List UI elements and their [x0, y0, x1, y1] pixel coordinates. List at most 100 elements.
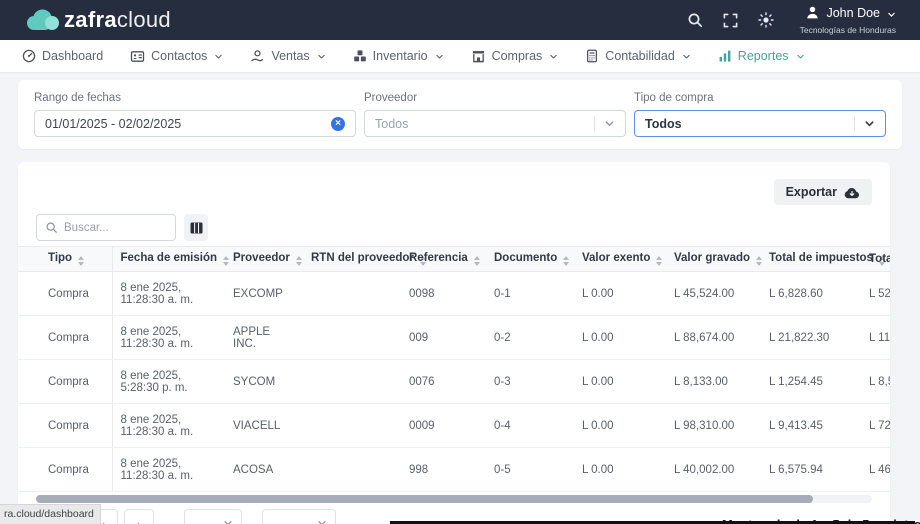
inventory-icon	[353, 49, 367, 63]
nav-item-ventas[interactable]: Ventas	[250, 49, 325, 64]
fullscreen-icon[interactable]	[723, 13, 738, 28]
cell-valor-exento: L 0.00	[574, 316, 666, 360]
horizontal-scrollbar-thumb[interactable]	[36, 495, 813, 503]
cell-valor-exento: L 0.00	[574, 360, 666, 404]
provider-value: Todos	[375, 117, 408, 131]
nav-item-inventario[interactable]: Inventario	[353, 49, 444, 63]
table-scroll-area: Tipo Fecha de emisión Proveedor RTN del …	[18, 246, 890, 492]
col-header-total-impuestos[interactable]: Total de impuestos	[761, 247, 861, 272]
sort-icon[interactable]	[223, 256, 229, 266]
cell-valor-gravado: L 88,674.00	[666, 316, 761, 360]
cell-documento: 0-2	[486, 316, 574, 360]
nav-label: Dashboard	[42, 49, 103, 63]
table-row[interactable]: Compra 8 ene 2025, 11:28:30 a. m. APPLE …	[18, 316, 890, 360]
table-row[interactable]: Compra 8 ene 2025, 5:28:30 p. m. SYCOM 0…	[18, 360, 890, 404]
clear-date-icon[interactable]: ×	[331, 117, 345, 131]
table-header-row: Tipo Fecha de emisión Proveedor RTN del …	[18, 247, 890, 272]
nav-item-contabilidad[interactable]: Contabilidad	[585, 49, 691, 63]
nav-item-contactos[interactable]: Contactos	[130, 49, 223, 64]
nav-label: Compras	[492, 49, 543, 63]
col-header-valor-exento[interactable]: Valor exento	[574, 247, 666, 272]
chevron-down-icon	[435, 52, 444, 61]
pagination-page-size-select[interactable]	[262, 509, 336, 524]
cloud-logo-icon	[24, 8, 60, 32]
theme-toggle-icon[interactable]	[758, 12, 774, 28]
cell-total-impuestos: L 1,254.45	[761, 360, 861, 404]
contacts-icon	[130, 49, 145, 64]
export-label: Exportar	[786, 185, 837, 199]
col-header-documento[interactable]: Documento	[486, 247, 574, 272]
brand-logo[interactable]: zafracloud	[24, 7, 171, 33]
cell-total: L 72,16	[861, 404, 890, 448]
topbar-actions: John Doe Tecnologías de Honduras	[687, 5, 896, 35]
cell-valor-gravado: L 8,133.00	[666, 360, 761, 404]
sort-icon[interactable]	[756, 256, 762, 266]
cell-valor-exento: L 0.00	[574, 404, 666, 448]
pagination-page-select[interactable]	[184, 509, 242, 524]
cell-total-impuestos: L 21,822.30	[761, 316, 861, 360]
brand-name-light: cloud	[117, 7, 171, 32]
search-icon[interactable]	[687, 12, 703, 28]
col-header-proveedor[interactable]: Proveedor	[225, 247, 303, 272]
cell-tipo: Compra	[18, 316, 112, 360]
nav-label: Ventas	[271, 49, 309, 63]
cell-total-impuestos: L 6,575.94	[761, 448, 861, 492]
cell-fecha: 8 ene 2025, 11:28:30 a. m.	[112, 272, 225, 316]
table-row[interactable]: Compra 8 ene 2025, 11:28:30 a. m. VIACEL…	[18, 404, 890, 448]
search-input[interactable]	[64, 222, 167, 234]
cell-tipo: Compra	[18, 272, 112, 316]
col-header-tipo[interactable]: Tipo	[18, 247, 112, 272]
nav-label: Contactos	[151, 49, 207, 63]
chevron-down-icon	[317, 52, 326, 61]
cell-referencia: 0098	[401, 272, 486, 316]
pagination-next-button[interactable]: ›	[124, 509, 154, 524]
sort-icon[interactable]	[474, 256, 480, 266]
purchase-type-select[interactable]: Todos	[634, 110, 886, 137]
filter-purchase-type: Tipo de compra Todos	[634, 92, 886, 137]
sort-icon[interactable]	[656, 256, 662, 266]
nav-item-compras[interactable]: Compras	[471, 49, 559, 64]
table-row[interactable]: Compra 8 ene 2025, 11:28:30 a. m. EXCOMP…	[18, 272, 890, 316]
columns-toggle-button[interactable]	[184, 214, 208, 241]
provider-select[interactable]: Todos	[364, 110, 626, 137]
status-bar-link-preview: ra.cloud/dashboard	[0, 504, 101, 524]
chevron-down-icon	[682, 52, 691, 61]
brand-name-bold: zafra	[64, 7, 117, 32]
col-header-referencia[interactable]: Referencia	[401, 247, 486, 272]
cell-referencia: 998	[401, 448, 486, 492]
chevron-down-icon	[214, 52, 223, 61]
cell-fecha: 8 ene 2025, 11:28:30 a. m.	[112, 448, 225, 492]
col-header-rtn[interactable]: RTN del proveedor	[303, 247, 401, 272]
sort-icon[interactable]	[296, 256, 302, 266]
cell-valor-exento: L 0.00	[574, 448, 666, 492]
app-root: zafracloud John Doe	[0, 0, 920, 524]
user-name: John Doe	[826, 7, 880, 21]
cell-proveedor: SYCOM	[225, 360, 303, 404]
cell-fecha: 8 ene 2025, 11:28:30 a. m.	[112, 404, 225, 448]
main-navigation: Dashboard Contactos Ventas Inventario	[0, 40, 920, 73]
cell-total: L 110,4	[861, 316, 890, 360]
table-row[interactable]: Compra 8 ene 2025, 11:28:30 a. m. ACOSA …	[18, 448, 890, 492]
sort-icon[interactable]	[78, 256, 84, 266]
export-button[interactable]: Exportar	[774, 179, 872, 205]
cell-fecha: 8 ene 2025, 5:28:30 p. m.	[112, 360, 225, 404]
cell-rtn	[303, 360, 401, 404]
col-header-valor-gravado[interactable]: Valor gravado	[666, 247, 761, 272]
store-icon	[471, 49, 486, 64]
nav-label: Reportes	[738, 49, 789, 63]
col-header-fecha[interactable]: Fecha de emisión	[112, 247, 225, 272]
nav-item-dashboard[interactable]: Dashboard	[22, 49, 103, 63]
date-range-input[interactable]: 01/01/2025 - 02/02/2025 ×	[34, 110, 356, 137]
cell-fecha: 8 ene 2025, 11:28:30 a. m.	[112, 316, 225, 360]
sort-icon[interactable]	[563, 256, 569, 266]
user-menu[interactable]: John Doe Tecnologías de Honduras	[800, 5, 896, 35]
dashboard-icon	[22, 49, 36, 63]
filter-provider: Proveedor Todos	[364, 92, 626, 137]
nav-item-reportes[interactable]: Reportes	[718, 49, 805, 63]
chevron-down-icon	[855, 118, 875, 129]
sales-icon	[250, 49, 265, 64]
filter-date-range: Rango de fechas 01/01/2025 - 02/02/2025 …	[34, 92, 356, 137]
search-box	[36, 214, 176, 241]
horizontal-scrollbar-track[interactable]	[36, 495, 872, 503]
cell-referencia: 0076	[401, 360, 486, 404]
